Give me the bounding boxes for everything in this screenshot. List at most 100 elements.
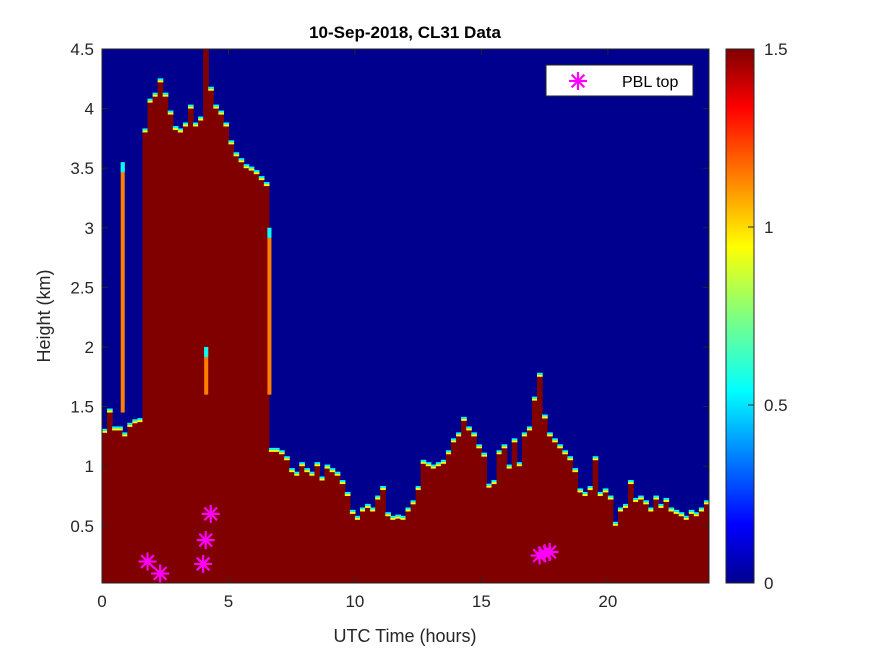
layer-top-edge [309, 473, 316, 476]
aerosol-layer-column [587, 490, 594, 583]
layer-top-edge [638, 497, 644, 500]
aerosol-layer-column [142, 132, 149, 583]
layer-top-edge [102, 428, 108, 431]
layer-top-edge [410, 502, 417, 505]
layer-top-edge [127, 422, 133, 425]
layer-top-edge [405, 509, 412, 512]
layer-top-edge [319, 476, 326, 479]
aerosol-layer-column [380, 490, 386, 583]
y-tick-label: 2 [85, 338, 94, 357]
thin-layer-streak [120, 162, 125, 413]
y-tick-label: 3 [85, 219, 94, 238]
layer-top-edge [476, 446, 482, 449]
aerosol-layer-column [167, 114, 174, 583]
layer-top-edge [273, 449, 280, 452]
layer-top-edge [607, 495, 614, 498]
layer-top-edge [309, 471, 316, 474]
layer-top-edge [107, 410, 113, 413]
aerosol-layer-column [304, 472, 310, 583]
layer-top-edge [476, 444, 482, 447]
layer-top-edge [440, 459, 447, 462]
layer-top-edge [218, 110, 224, 113]
thin-layer-streak [120, 162, 125, 173]
layer-top-edge [375, 497, 381, 500]
aerosol-layer-column [344, 495, 351, 583]
aerosol-layer-column [223, 126, 230, 583]
layer-top-edge [648, 509, 654, 512]
colorbar-tick-label: 0.5 [764, 396, 788, 415]
layer-top-edge [157, 80, 164, 83]
layer-top-edge [617, 509, 624, 512]
layer-top-edge [562, 450, 568, 453]
aerosol-layer-column [521, 436, 528, 583]
aerosol-layer-column [623, 507, 629, 583]
layer-top-edge [294, 471, 300, 474]
aerosol-layer-column [162, 96, 169, 583]
layer-top-edge [648, 507, 654, 510]
layer-top-edge [258, 176, 265, 179]
layer-top-edge [643, 500, 649, 503]
layer-top-edge [420, 459, 427, 462]
aerosol-layer-column [319, 480, 326, 583]
aerosol-layer-column [375, 499, 381, 583]
layer-top-edge [456, 432, 462, 435]
layer-top-edge [506, 466, 513, 469]
layer-top-edge [552, 438, 558, 441]
layer-top-edge [365, 505, 371, 508]
layer-top-edge [324, 464, 331, 467]
aerosol-layer-column [582, 495, 589, 583]
layer-top-edge [339, 482, 346, 485]
plot-frame [101, 48, 710, 584]
layer-top-edge [284, 456, 290, 459]
aerosol-layer-column [279, 454, 285, 583]
x-tick-label: 10 [345, 592, 364, 611]
aerosol-layer-column [648, 511, 654, 583]
layer-top-edge [698, 509, 705, 512]
pbl-top-marker [138, 552, 157, 571]
layer-top-edge [299, 464, 305, 467]
layer-top-edge [451, 440, 457, 443]
layer-top-edge [289, 468, 295, 471]
layer-top-edge [506, 464, 513, 467]
aerosol-layer-column [289, 472, 295, 583]
layer-top-edge [187, 104, 194, 107]
pbl-top-marker [540, 543, 559, 562]
aerosol-layer-column [233, 156, 240, 583]
layer-top-edge [688, 509, 695, 512]
layer-top-edge [572, 468, 579, 471]
layer-top-edge [132, 419, 139, 422]
layer-top-edge [587, 486, 594, 489]
y-axis-label: Height (km) [34, 269, 54, 362]
chart-title: 10-Sep-2018, CL31 Data [309, 23, 501, 42]
colorbar-tick-label: 1 [764, 218, 773, 237]
aerosol-layer-column [466, 430, 472, 583]
layer-top-edge [491, 482, 498, 485]
layer-top-edge [268, 447, 275, 450]
layer-top-edge [466, 428, 472, 431]
aerosol-layer-column [703, 504, 709, 583]
layer-top-edge [623, 503, 629, 506]
aerosol-layer-column [668, 511, 675, 583]
layer-top-edge [572, 470, 579, 473]
x-axis-label: UTC Time (hours) [333, 626, 476, 646]
layer-top-edge [435, 464, 442, 467]
aerosol-layer-column [481, 456, 488, 583]
aerosol-layer-column [663, 501, 670, 583]
layer-top-edge [471, 432, 477, 435]
layer-top-edge [203, 45, 209, 47]
aerosol-layer-column [112, 430, 118, 583]
layer-top-edge [435, 462, 442, 465]
aerosol-layer-column [390, 519, 396, 583]
layer-top-edge [471, 434, 477, 437]
layer-top-edge [400, 517, 407, 520]
aerosol-layer-column [678, 516, 685, 583]
layer-top-edge [537, 374, 543, 377]
aerosol-layer-column [617, 511, 624, 583]
layer-top-edge [238, 158, 245, 161]
layer-top-edge [122, 434, 128, 437]
aerosol-layer-column [501, 448, 508, 583]
layer-top-edge [299, 462, 305, 465]
aerosol-layer-column [334, 475, 341, 583]
layer-top-edge [258, 178, 265, 181]
layer-top-edge [415, 488, 422, 491]
